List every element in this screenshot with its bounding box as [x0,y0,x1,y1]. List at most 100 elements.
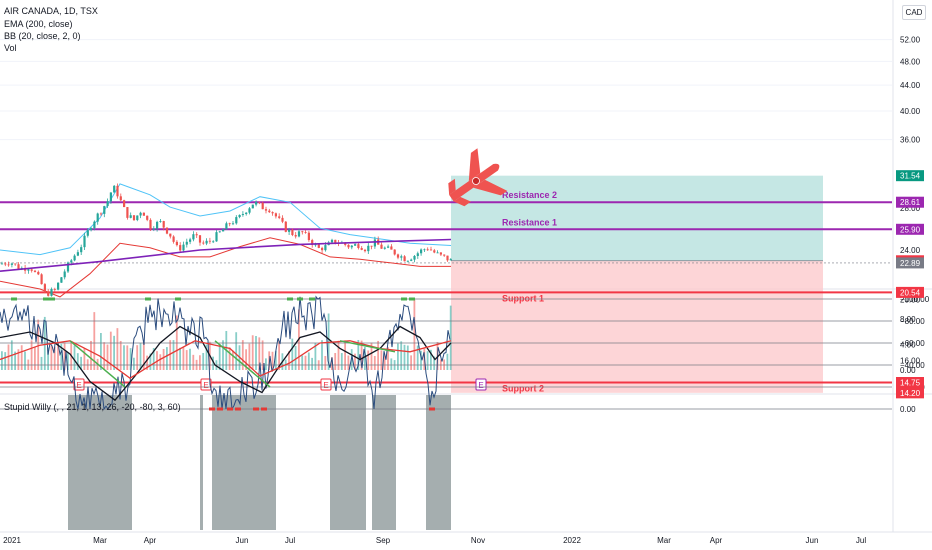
oscillator-tick-label: −100.00 [900,295,930,304]
candle-body [370,245,373,247]
candle-body [80,247,83,253]
volume-bar [218,343,221,370]
volume-tick-label: 8.00 [900,315,916,324]
candle-body [218,231,221,233]
oscillator-tick-label: 0.00 [900,405,916,414]
candle-body [106,201,109,207]
volume-bar [354,353,356,370]
resistance1-badge-label: 25.90 [900,225,921,234]
volume-bar [390,358,393,370]
oscillator-shade [68,395,132,530]
volume-bar [251,335,254,370]
target-zone [451,175,823,261]
volume-bar [258,337,261,370]
candle-body [380,244,383,249]
candle-body [0,263,4,265]
candle-body [311,240,314,245]
volume-bar [179,347,181,370]
volume-bar [370,342,373,370]
volume-bar [192,354,195,370]
candle-body [86,230,89,236]
candle-body [99,213,103,215]
price-tick-label: 52.00 [900,36,921,45]
volume-bar [34,346,36,370]
candle-body [334,239,337,244]
volume-bar [50,345,53,370]
oscillator-shade [330,395,366,530]
candle-body [109,192,112,202]
candle-body [43,284,46,293]
volume-bar [255,336,257,370]
candle-body [373,239,376,247]
time-tick-label: Mar [93,536,107,545]
level-lines: Resistance 2 Resistance 1 Support 1 Support… [0,190,892,394]
volume-bar [274,351,277,370]
candle-body [93,221,96,229]
volume-bar [410,355,412,370]
candle-body [33,270,37,272]
candle-body [156,221,159,229]
oscillator-dot [49,297,55,301]
candle-body [258,201,261,203]
resistance2-badge-label: 28.61 [900,198,921,207]
candle-body [47,292,50,296]
candle-body [304,232,307,233]
candle-body [149,219,152,230]
candle-body [363,249,367,252]
oscillator-dot [253,407,259,411]
candle-body [413,255,416,260]
candle-body [76,252,79,256]
ema-line [0,238,452,272]
volume-bar [152,348,155,370]
currency-badge[interactable]: CAD [902,5,926,20]
candle-body [284,221,287,232]
level-label: Support 1 [502,293,544,303]
candle-body [235,217,238,224]
volume-bar [126,345,129,370]
candle-body [396,254,400,258]
candle-body [416,253,419,256]
candle-body [142,212,145,216]
volume-bar [314,342,317,370]
candle-body [429,249,433,251]
candle-body [423,249,426,251]
volume-tick-label: 4.00 [900,340,916,349]
oscillator-dot [227,407,233,411]
volume-bar [307,352,310,370]
candle-body [278,216,281,218]
earnings-marker-label: E [76,381,81,390]
candle-body [449,259,452,261]
volume-bar [301,355,304,370]
candle-body [179,245,182,251]
volume-bar [63,343,66,370]
candle-body [27,269,30,271]
volume-bar [100,333,102,370]
volume-bar [235,332,238,370]
volume-bar [360,340,363,370]
oscillator-dot [11,297,17,301]
volume-bar [357,339,360,370]
volume-bar [433,356,436,370]
candle-body [251,204,254,209]
oscillator-dot [217,407,223,411]
volume-bar [40,356,43,370]
volume-bar [324,355,327,370]
stop-badge-label: 14.20 [900,389,921,398]
volume-bar [406,345,409,370]
candle-body [165,227,169,234]
volume-bar [93,312,96,370]
volume-bar [109,331,112,370]
price-axis: 52.00 48.00 44.00 40.00 36.00 28.00 24.00 20.00… [896,36,930,414]
volume-bar [73,345,76,370]
candle-body [301,231,304,233]
volume-bar [30,340,33,370]
candle-body [10,263,13,265]
volume-bar [156,351,158,370]
oscillator-tick-label: −60.00 [900,339,925,348]
candle-body [367,245,370,252]
last-price-badge-label: 22.89 [900,259,921,268]
candle-body [192,234,195,240]
volume-bar [199,355,201,370]
